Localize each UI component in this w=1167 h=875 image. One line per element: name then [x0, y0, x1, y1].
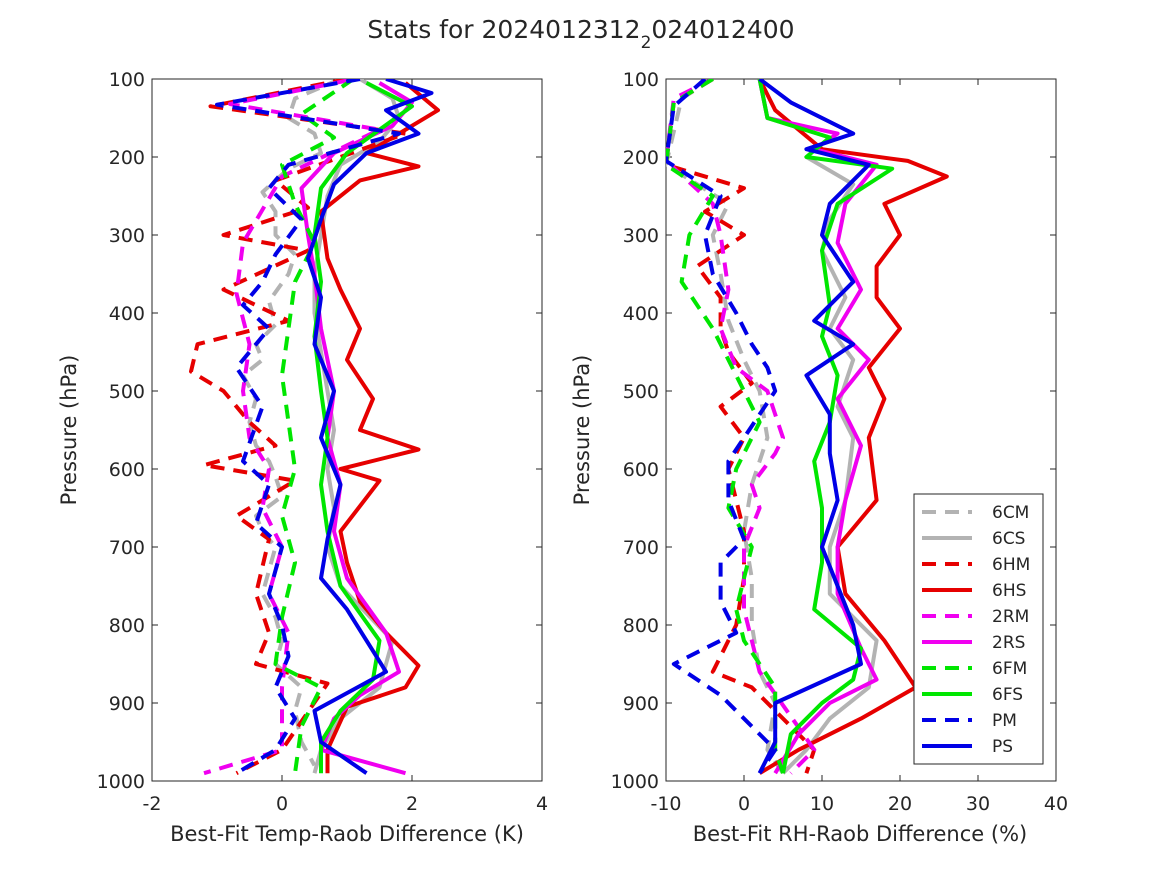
- title-subscript: 2: [641, 33, 652, 53]
- y-tick-label: 900: [109, 693, 145, 715]
- y-tick-label: 1000: [97, 771, 145, 793]
- x-tick-label: -2: [143, 793, 162, 815]
- legend-label-6hm: 6HM: [992, 555, 1030, 575]
- humidity-ticks: -10 0 10 20 30 40 100 200 300 400 500 600 700 800 900 1…: [611, 69, 1068, 815]
- legend: 6CM 6CS 6HM 6HS 2RM 2RS 6FM 6FS PM PS: [913, 493, 1044, 765]
- humidity-ylabel: Pressure (hPa): [570, 355, 594, 506]
- y-tick-label: 800: [109, 615, 145, 637]
- legend-label-pm: PM: [992, 711, 1017, 731]
- legend-label-ps: PS: [992, 737, 1013, 757]
- humidity-series-group: [666, 79, 949, 775]
- legend-label-6fs: 6FS: [992, 685, 1023, 705]
- y-tick-label: 400: [109, 303, 145, 325]
- series-6hs-line: [757, 79, 949, 775]
- x-tick-label: 0: [738, 793, 750, 815]
- series-6fm-line: [666, 79, 785, 774]
- x-tick-label: 40: [1044, 793, 1068, 815]
- temperature-xlabel: Best-Fit Temp-Raob Difference (K): [170, 822, 524, 846]
- series-6fs-line: [757, 79, 895, 774]
- temperature-plot-area: [151, 78, 543, 782]
- legend-label-6hs: 6HS: [992, 581, 1026, 601]
- title-main: Stats for 2024012312: [367, 15, 640, 44]
- temperature-ticks: -2 0 2 4 100 200 300 400 500 600 700 800 900 1000: [97, 69, 548, 815]
- series-6fm-line: [273, 79, 355, 774]
- y-tick-label: 200: [623, 147, 659, 169]
- humidity-xlabel: Best-Fit RH-Raob Difference (%): [693, 822, 1027, 846]
- y-tick-label: 500: [109, 381, 145, 403]
- legend-label-2rm: 2RM: [992, 607, 1029, 627]
- series-pm-line: [666, 79, 778, 775]
- y-tick-label: 100: [109, 69, 145, 91]
- x-tick-label: 4: [536, 793, 548, 815]
- legend-label-6fm: 6FM: [992, 659, 1027, 679]
- temperature-panel: -2 0 2 4 100 200 300 400 500 600 700 800 900 1000 Bes…: [57, 69, 548, 846]
- series-ps-line: [306, 79, 434, 775]
- y-tick-label: 300: [109, 225, 145, 247]
- series-2rm-line: [666, 79, 817, 775]
- y-tick-label: 600: [623, 459, 659, 481]
- series-6hs-line: [319, 81, 440, 774]
- y-tick-label: 700: [109, 537, 145, 559]
- x-tick-label: -10: [650, 793, 681, 815]
- series-6fs-line: [312, 81, 414, 774]
- temperature-series-group: [189, 79, 440, 776]
- series-6hm-line: [666, 79, 817, 774]
- y-tick-label: 800: [623, 615, 659, 637]
- y-tick-label: 900: [623, 693, 659, 715]
- y-tick-label: 700: [623, 537, 659, 559]
- series-pm-line: [215, 79, 401, 775]
- y-tick-label: 600: [109, 459, 145, 481]
- y-tick-label: 500: [623, 381, 659, 403]
- x-tick-label: 20: [888, 793, 912, 815]
- series-ps-line: [757, 79, 871, 775]
- x-tick-label: 10: [810, 793, 834, 815]
- y-tick-label: 200: [109, 147, 145, 169]
- y-tick-label: 400: [623, 303, 659, 325]
- title-tail: 024012400: [651, 15, 794, 44]
- x-tick-label: 30: [966, 793, 990, 815]
- y-tick-label: 100: [623, 69, 659, 91]
- y-tick-label: 1000: [611, 771, 659, 793]
- figure-title: Stats for 20240123122024012400: [367, 15, 794, 53]
- legend-label-2rs: 2RS: [992, 633, 1025, 653]
- temperature-ylabel: Pressure (hPa): [57, 355, 81, 506]
- legend-label-6cs: 6CS: [992, 529, 1025, 549]
- x-tick-label: 2: [406, 793, 418, 815]
- y-tick-label: 300: [623, 225, 659, 247]
- x-tick-label: 0: [276, 793, 288, 815]
- series-6cs-line: [757, 79, 879, 775]
- legend-label-6cm: 6CM: [992, 503, 1029, 523]
